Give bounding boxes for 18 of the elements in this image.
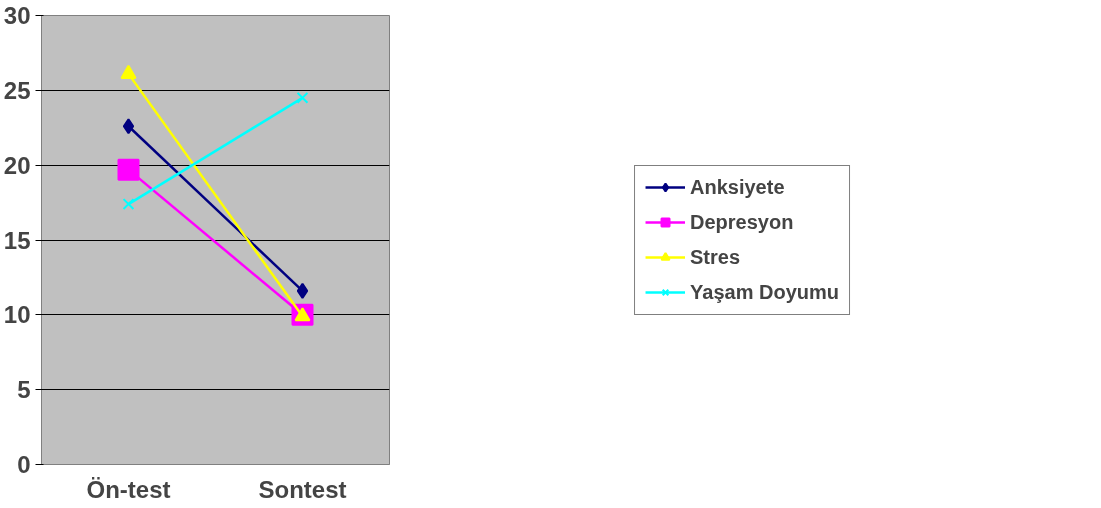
y-tick-label: 10 (3, 301, 31, 329)
x-tick-label: Ön-test (86, 475, 171, 503)
y-tick-label: 0 (17, 451, 31, 478)
legend-label: Yaşam Doyumu (690, 280, 839, 304)
y-tick-label: 20 (3, 151, 31, 179)
point (296, 91, 309, 104)
point (122, 198, 135, 211)
y-tick-label: 5 (17, 376, 31, 404)
legend-label: Depresyon (690, 210, 794, 234)
legend-label: Stres (690, 245, 741, 269)
point (117, 158, 140, 181)
point (122, 118, 135, 135)
legend-label: Anksiyete (690, 175, 785, 199)
x-tick-label: Sontest (258, 475, 347, 503)
y-tick-label: 30 (3, 2, 31, 29)
y-tick-label: 15 (3, 226, 31, 254)
y-tick-label: 25 (3, 76, 31, 104)
point (296, 282, 309, 299)
